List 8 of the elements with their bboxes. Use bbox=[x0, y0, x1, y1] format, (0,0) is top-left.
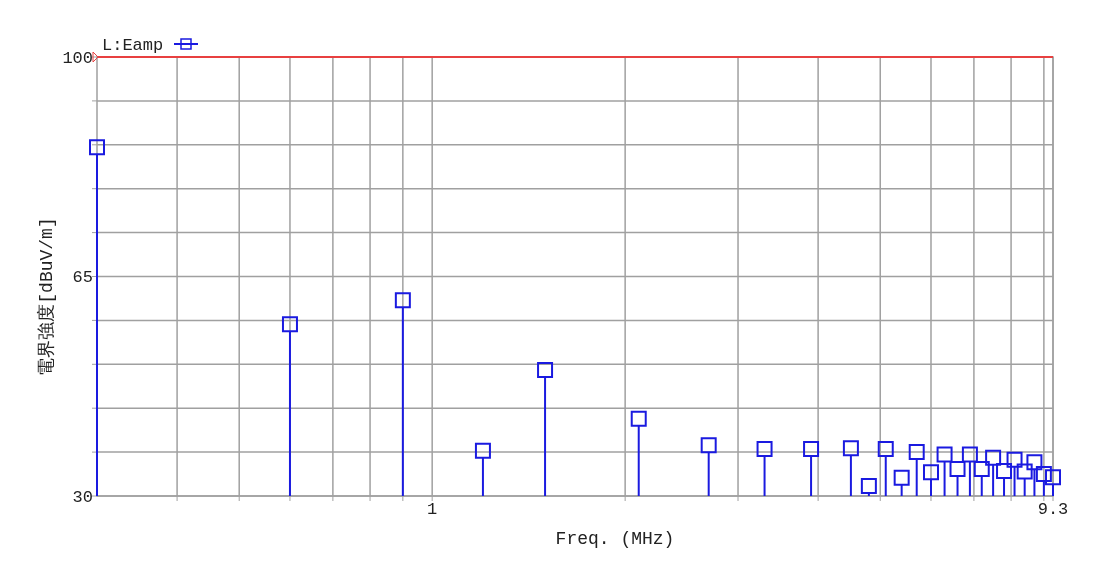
text: L:Eamp bbox=[102, 35, 164, 55]
x-axis-title: Freq. (MHz) bbox=[555, 529, 675, 549]
y-tick-label: 65 bbox=[72, 268, 93, 288]
y-tick-label: 100 bbox=[62, 48, 93, 68]
x-tick-label: 9.3 bbox=[1037, 500, 1069, 519]
y-axis-title: 電界強度[dBuV/m] bbox=[36, 217, 57, 376]
x-tick-label: 1 bbox=[427, 500, 438, 519]
y-tick-label: 30 bbox=[72, 487, 93, 507]
